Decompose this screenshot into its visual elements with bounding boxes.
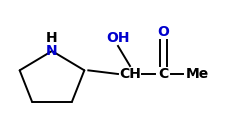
Text: H: H [46,31,58,45]
Text: Me: Me [185,67,209,81]
Text: CH: CH [119,67,141,81]
Text: OH: OH [106,31,130,45]
Text: N: N [46,44,58,58]
Text: O: O [157,25,169,39]
Text: C: C [158,67,168,81]
